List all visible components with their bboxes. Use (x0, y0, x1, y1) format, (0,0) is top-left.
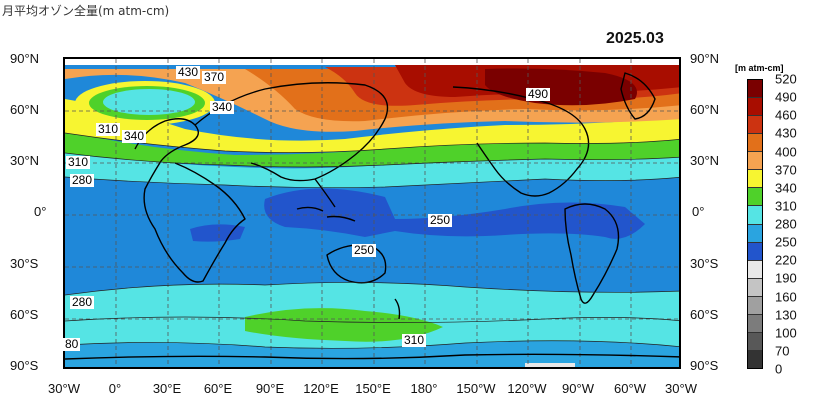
colorbar-segment (748, 116, 762, 135)
colorbar-segment (748, 134, 762, 153)
lon-label: 180° (410, 381, 438, 396)
colorbar-segment (748, 224, 762, 243)
lat-label-left: 60°N (10, 102, 40, 117)
lon-label: 0° (108, 381, 122, 396)
ozone-map (63, 57, 681, 369)
colorbar-segment (748, 314, 762, 333)
contour-label: 250 (428, 213, 453, 227)
lon-label: 90°E (255, 381, 285, 396)
colorbar-level-label: 130 (775, 307, 797, 323)
colorbar-level-label: 220 (775, 252, 797, 268)
lat-label-right: 0° (692, 204, 705, 219)
contour-label: 280 (70, 295, 95, 309)
lat-label-right: 60°N (690, 102, 720, 117)
lat-label-right: 90°N (690, 51, 720, 66)
contour-label: 310 (402, 333, 427, 347)
colorbar-segment (748, 170, 762, 189)
colorbar-segment (748, 80, 762, 99)
contour-label: 340 (210, 100, 235, 114)
lon-label: 120°W (507, 381, 547, 396)
colorbar-segment (748, 188, 762, 207)
colorbar-level-label: 250 (775, 234, 797, 250)
contour-label: 370 (202, 70, 227, 84)
ozone-map-graphic (65, 59, 679, 367)
lon-label: 90°W (562, 381, 594, 396)
colorbar-segment (748, 98, 762, 117)
colorbar-level-label: 520 (775, 71, 797, 87)
lat-label-left: 90°N (10, 51, 40, 66)
contour-label: 280 (70, 173, 95, 187)
contour-label: 490 (526, 87, 551, 101)
contour-label: 310 (96, 122, 121, 136)
colorbar-segment (748, 260, 762, 279)
contour-label: 250 (352, 243, 377, 257)
lat-label-left: 30°S (10, 256, 39, 271)
lon-label: 150°W (456, 381, 496, 396)
colorbar-level-label: 190 (775, 270, 797, 286)
lat-label-right: 30°N (690, 153, 720, 168)
colorbar-level-label: 310 (775, 198, 797, 214)
contour-label: 80 (63, 337, 81, 351)
lat-label-right: 30°S (690, 256, 719, 271)
lon-label: 120°E (303, 381, 339, 396)
lat-label-left: 60°S (10, 307, 39, 322)
lon-label: 150°E (355, 381, 391, 396)
map-date: 2025.03 (606, 30, 664, 47)
page-title: 月平均オゾン全量(m atm-cm) (2, 4, 170, 18)
colorbar-level-label: 280 (775, 216, 797, 232)
colorbar-level-label: 100 (775, 325, 797, 341)
colorbar-level-label: 340 (775, 180, 797, 196)
colorbar-segment (748, 278, 762, 297)
lon-label: 30°W (48, 381, 80, 396)
colorbar (747, 79, 763, 369)
colorbar-segment (748, 350, 762, 368)
colorbar-level-label: 70 (775, 343, 790, 359)
colorbar-segment (748, 332, 762, 351)
lat-label-left: 30°N (10, 153, 40, 168)
colorbar-level-label: 0 (775, 361, 783, 377)
colorbar-level-label: 460 (775, 107, 797, 123)
colorbar-segment (748, 296, 762, 315)
colorbar-segment (748, 152, 762, 171)
colorbar-level-label: 490 (775, 89, 797, 105)
colorbar-segment (748, 242, 762, 261)
colorbar-level-label: 370 (775, 162, 797, 178)
colorbar-level-label: 400 (775, 144, 797, 159)
colorbar-level-label: 160 (775, 289, 797, 304)
contour-label: 310 (66, 155, 91, 169)
contour-label: 340 (122, 129, 147, 143)
colorbar-segment (748, 206, 762, 225)
colorbar-unit-label: [m atm-cm] (735, 63, 784, 73)
contour-label: 430 (176, 65, 201, 79)
lat-label-right: 60°S (690, 307, 719, 322)
lon-label: 60°E (203, 381, 233, 396)
lon-label: 30°W (665, 381, 697, 396)
lat-label-left: 0° (34, 204, 47, 219)
colorbar-level-label: 430 (775, 125, 797, 141)
lat-label-left: 90°S (10, 358, 39, 373)
lon-label: 30°E (152, 381, 182, 396)
lon-label: 60°W (614, 381, 646, 396)
lat-label-right: 90°S (690, 358, 719, 373)
